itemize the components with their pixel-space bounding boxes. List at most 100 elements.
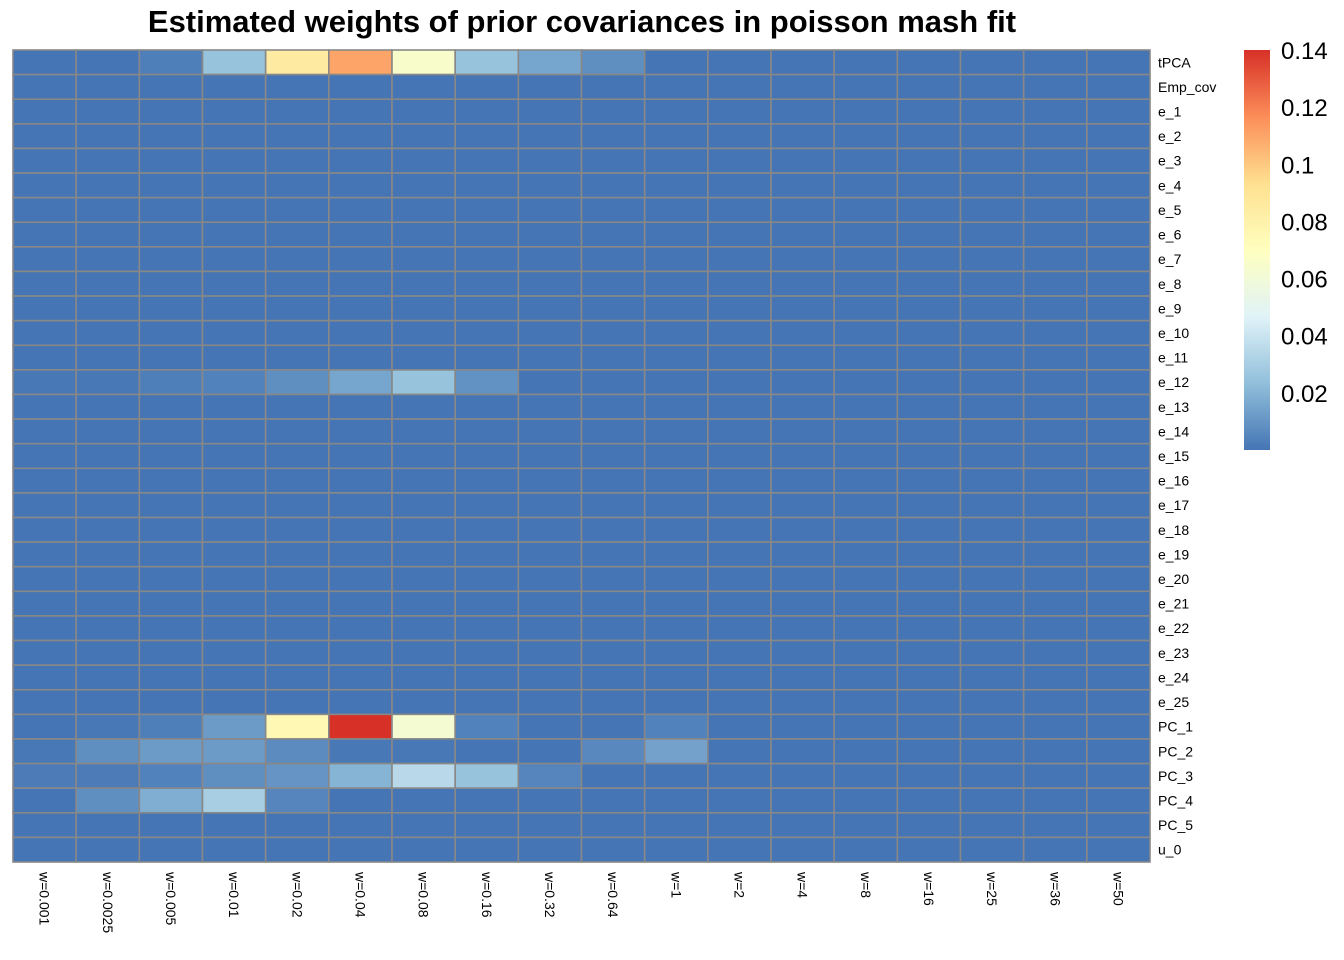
heatmap-cell <box>896 811 962 839</box>
heatmap-cell <box>1086 713 1151 740</box>
heatmap-cell <box>517 713 583 740</box>
heatmap-cell <box>896 467 962 494</box>
heatmap-cell <box>1086 147 1151 174</box>
heatmap-cell <box>454 639 520 666</box>
heatmap-cell <box>896 615 962 642</box>
heatmap-cell <box>201 344 267 371</box>
row-label: e_11 <box>1158 350 1188 366</box>
heatmap-cell <box>328 73 393 101</box>
heatmap-cell <box>201 541 267 568</box>
heatmap-cell <box>1022 98 1088 125</box>
row-label: e_16 <box>1158 473 1189 489</box>
heatmap-cell <box>707 811 772 839</box>
heatmap-cell <box>896 688 962 716</box>
row-label: e_6 <box>1158 227 1182 243</box>
heatmap-cell <box>201 196 267 224</box>
heatmap-cell <box>328 787 393 814</box>
heatmap-cell <box>643 664 709 691</box>
heatmap-cell <box>959 516 1025 543</box>
legend-tick-label: 0.1 <box>1281 152 1314 179</box>
heatmap-cell <box>138 516 204 543</box>
heatmap-cell <box>264 664 330 691</box>
heatmap-cell <box>328 147 393 174</box>
heatmap-cell <box>643 246 709 273</box>
heatmap-cell <box>833 688 899 716</box>
heatmap-cell <box>959 270 1025 297</box>
heatmap-cell <box>201 270 267 297</box>
heatmap-cell <box>770 492 835 519</box>
heatmap-cell <box>12 98 77 125</box>
heatmap-cell <box>1086 836 1151 863</box>
heatmap-cell <box>454 664 520 691</box>
heatmap-cell <box>391 172 456 199</box>
row-label: e_22 <box>1158 620 1189 636</box>
heatmap-cell <box>580 319 646 347</box>
heatmap-cell <box>959 319 1025 347</box>
legend-color-bar <box>1244 50 1270 450</box>
heatmap-cell <box>1086 393 1151 420</box>
heatmap-cell <box>454 811 520 839</box>
heatmap-cell <box>201 73 267 101</box>
column-label: w=0.04 <box>352 871 368 918</box>
heatmap-cell <box>833 344 899 371</box>
heatmap-cell <box>328 98 393 125</box>
heatmap-cell <box>1086 615 1151 642</box>
heatmap-cell <box>517 393 583 420</box>
heatmap-cell <box>580 762 646 789</box>
heatmap-cell <box>264 123 330 150</box>
heatmap-cell <box>643 442 709 470</box>
heatmap-cell <box>391 639 456 666</box>
heatmap-cell <box>264 369 330 396</box>
heatmap-cell <box>643 418 709 445</box>
heatmap-cell <box>391 369 456 396</box>
heatmap-cell <box>1086 369 1151 396</box>
heatmap-cell <box>391 516 456 543</box>
heatmap-cell <box>770 393 835 420</box>
heatmap-cell <box>1022 172 1088 199</box>
heatmap-cell <box>707 615 772 642</box>
heatmap-cell <box>1022 344 1088 371</box>
heatmap-cell <box>201 172 267 199</box>
heatmap-cell <box>1086 442 1151 470</box>
heatmap-cell <box>959 664 1025 691</box>
heatmap-cell <box>1022 295 1088 322</box>
heatmap-cell <box>12 467 77 494</box>
heatmap-cell <box>833 196 899 224</box>
heatmap-cell <box>643 787 709 814</box>
heatmap-cell <box>75 639 141 666</box>
heatmap-cell <box>391 147 456 174</box>
heatmap-cell <box>201 836 267 863</box>
heatmap-cell <box>580 221 646 248</box>
heatmap-cell <box>138 664 204 691</box>
row-label: e_14 <box>1158 423 1189 439</box>
heatmap-cell <box>1086 221 1151 248</box>
heatmap-cell <box>75 762 141 789</box>
heatmap-cell <box>643 393 709 420</box>
row-label: PC_5 <box>1158 817 1193 833</box>
heatmap-cell <box>770 688 835 716</box>
heatmap-cell <box>1022 49 1088 76</box>
heatmap-cell <box>643 713 709 740</box>
heatmap-cell <box>454 295 520 322</box>
heatmap-cell <box>770 639 835 666</box>
heatmap-cell <box>833 565 899 593</box>
heatmap-cell <box>770 713 835 740</box>
heatmap-cell <box>707 73 772 101</box>
heatmap-cell <box>580 615 646 642</box>
row-label: PC_2 <box>1158 743 1193 759</box>
heatmap-cell <box>580 442 646 470</box>
heatmap-cell <box>643 196 709 224</box>
heatmap-cell <box>264 565 330 593</box>
heatmap-cell <box>1086 639 1151 666</box>
heatmap-cell <box>770 73 835 101</box>
heatmap-cell <box>391 565 456 593</box>
heatmap-cell <box>770 319 835 347</box>
heatmap-cell <box>391 541 456 568</box>
row-label: e_2 <box>1158 128 1182 144</box>
heatmap-cell <box>454 344 520 371</box>
column-label: w=0.02 <box>289 871 305 918</box>
heatmap-cell <box>959 565 1025 593</box>
heatmap-cell <box>454 393 520 420</box>
heatmap-cell <box>264 221 330 248</box>
